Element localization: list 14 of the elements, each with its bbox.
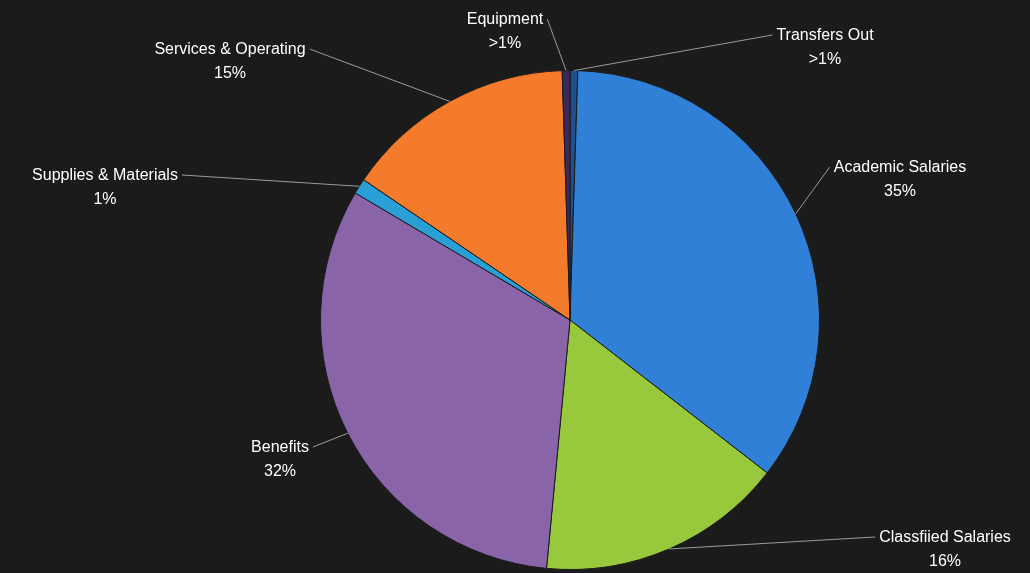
slice-label: Supplies & Materials: [32, 166, 178, 183]
slice-label: Academic Salaries: [833, 158, 967, 175]
slice-label: Services & Operating: [154, 40, 306, 57]
data-label: 16%: [928, 552, 962, 569]
data-label: >1%: [488, 34, 522, 51]
slice-label: Classfiied Salaries: [879, 528, 1011, 545]
data-label: 15%: [213, 64, 247, 81]
slice-label: Transfers Out: [776, 26, 875, 43]
data-label: 35%: [883, 182, 917, 199]
data-label: >1%: [808, 50, 842, 67]
data-label: 1%: [93, 190, 117, 207]
slice-label: Benefits: [251, 438, 309, 455]
slice-label: Equipment: [466, 10, 544, 27]
data-label: 32%: [263, 462, 297, 479]
